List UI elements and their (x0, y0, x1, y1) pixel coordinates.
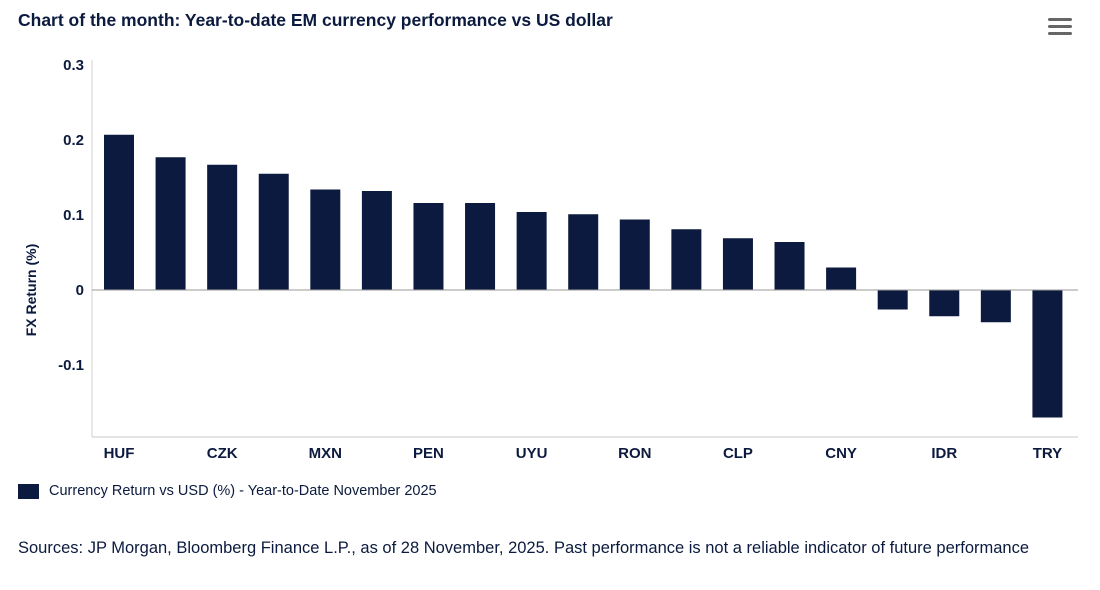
bar-mxn (310, 189, 341, 290)
x-tick-label: PEN (413, 445, 444, 462)
y-tick-label: -0.1 (58, 357, 84, 374)
bar-cny (826, 267, 857, 290)
y-axis-title: FX Return (%) (23, 244, 39, 337)
x-tick-label: CNY (825, 445, 857, 462)
x-tick-label: CLP (723, 445, 753, 462)
x-tick-label: UYU (516, 445, 548, 462)
chart-title: Chart of the month: Year-to-date EM curr… (18, 10, 613, 30)
x-tick-label: RON (618, 445, 651, 462)
bar-pen (413, 203, 444, 290)
y-tick-label: 0 (76, 282, 84, 299)
bar-item-10 (568, 214, 599, 290)
y-tick-label: 0.3 (63, 57, 84, 74)
source-note: Sources: JP Morgan, Bloomberg Finance L.… (18, 539, 1030, 557)
bar-czk (207, 164, 238, 290)
y-tick-label: 0.2 (63, 132, 84, 149)
bar-item-12 (671, 229, 702, 290)
hamburger-menu-icon[interactable] (1048, 18, 1072, 38)
bar-item-8 (465, 203, 496, 290)
bar-clp (722, 238, 753, 290)
bar-item-4 (258, 173, 289, 290)
bar-item-18 (980, 290, 1011, 323)
bar-try (1032, 290, 1063, 418)
bar-uyu (516, 212, 547, 290)
bar-idr (929, 290, 960, 317)
legend-swatch (18, 483, 39, 499)
chart-legend[interactable]: Currency Return vs USD (%) - Year-to-Dat… (18, 483, 437, 499)
bar-chart: 0.3 0.2 0.1 0 -0.1 FX Return (%) HUF CZK MXN PEN U… (23, 57, 1078, 462)
x-tick-label: MXN (309, 445, 342, 462)
x-tick-label: CZK (207, 445, 238, 462)
legend-label: Currency Return vs USD (%) - Year-to-Dat… (49, 483, 437, 499)
bar-item-14 (774, 242, 805, 290)
bar-item-2 (155, 157, 186, 290)
y-tick-label: 0.1 (63, 207, 84, 224)
bar-item-16 (877, 290, 908, 310)
x-tick-label: IDR (931, 445, 957, 462)
x-tick-label: TRY (1033, 445, 1062, 462)
bar-ron (619, 219, 650, 290)
bar-huf (104, 134, 134, 290)
bar-item-6 (361, 191, 392, 290)
x-tick-label: HUF (104, 445, 135, 462)
